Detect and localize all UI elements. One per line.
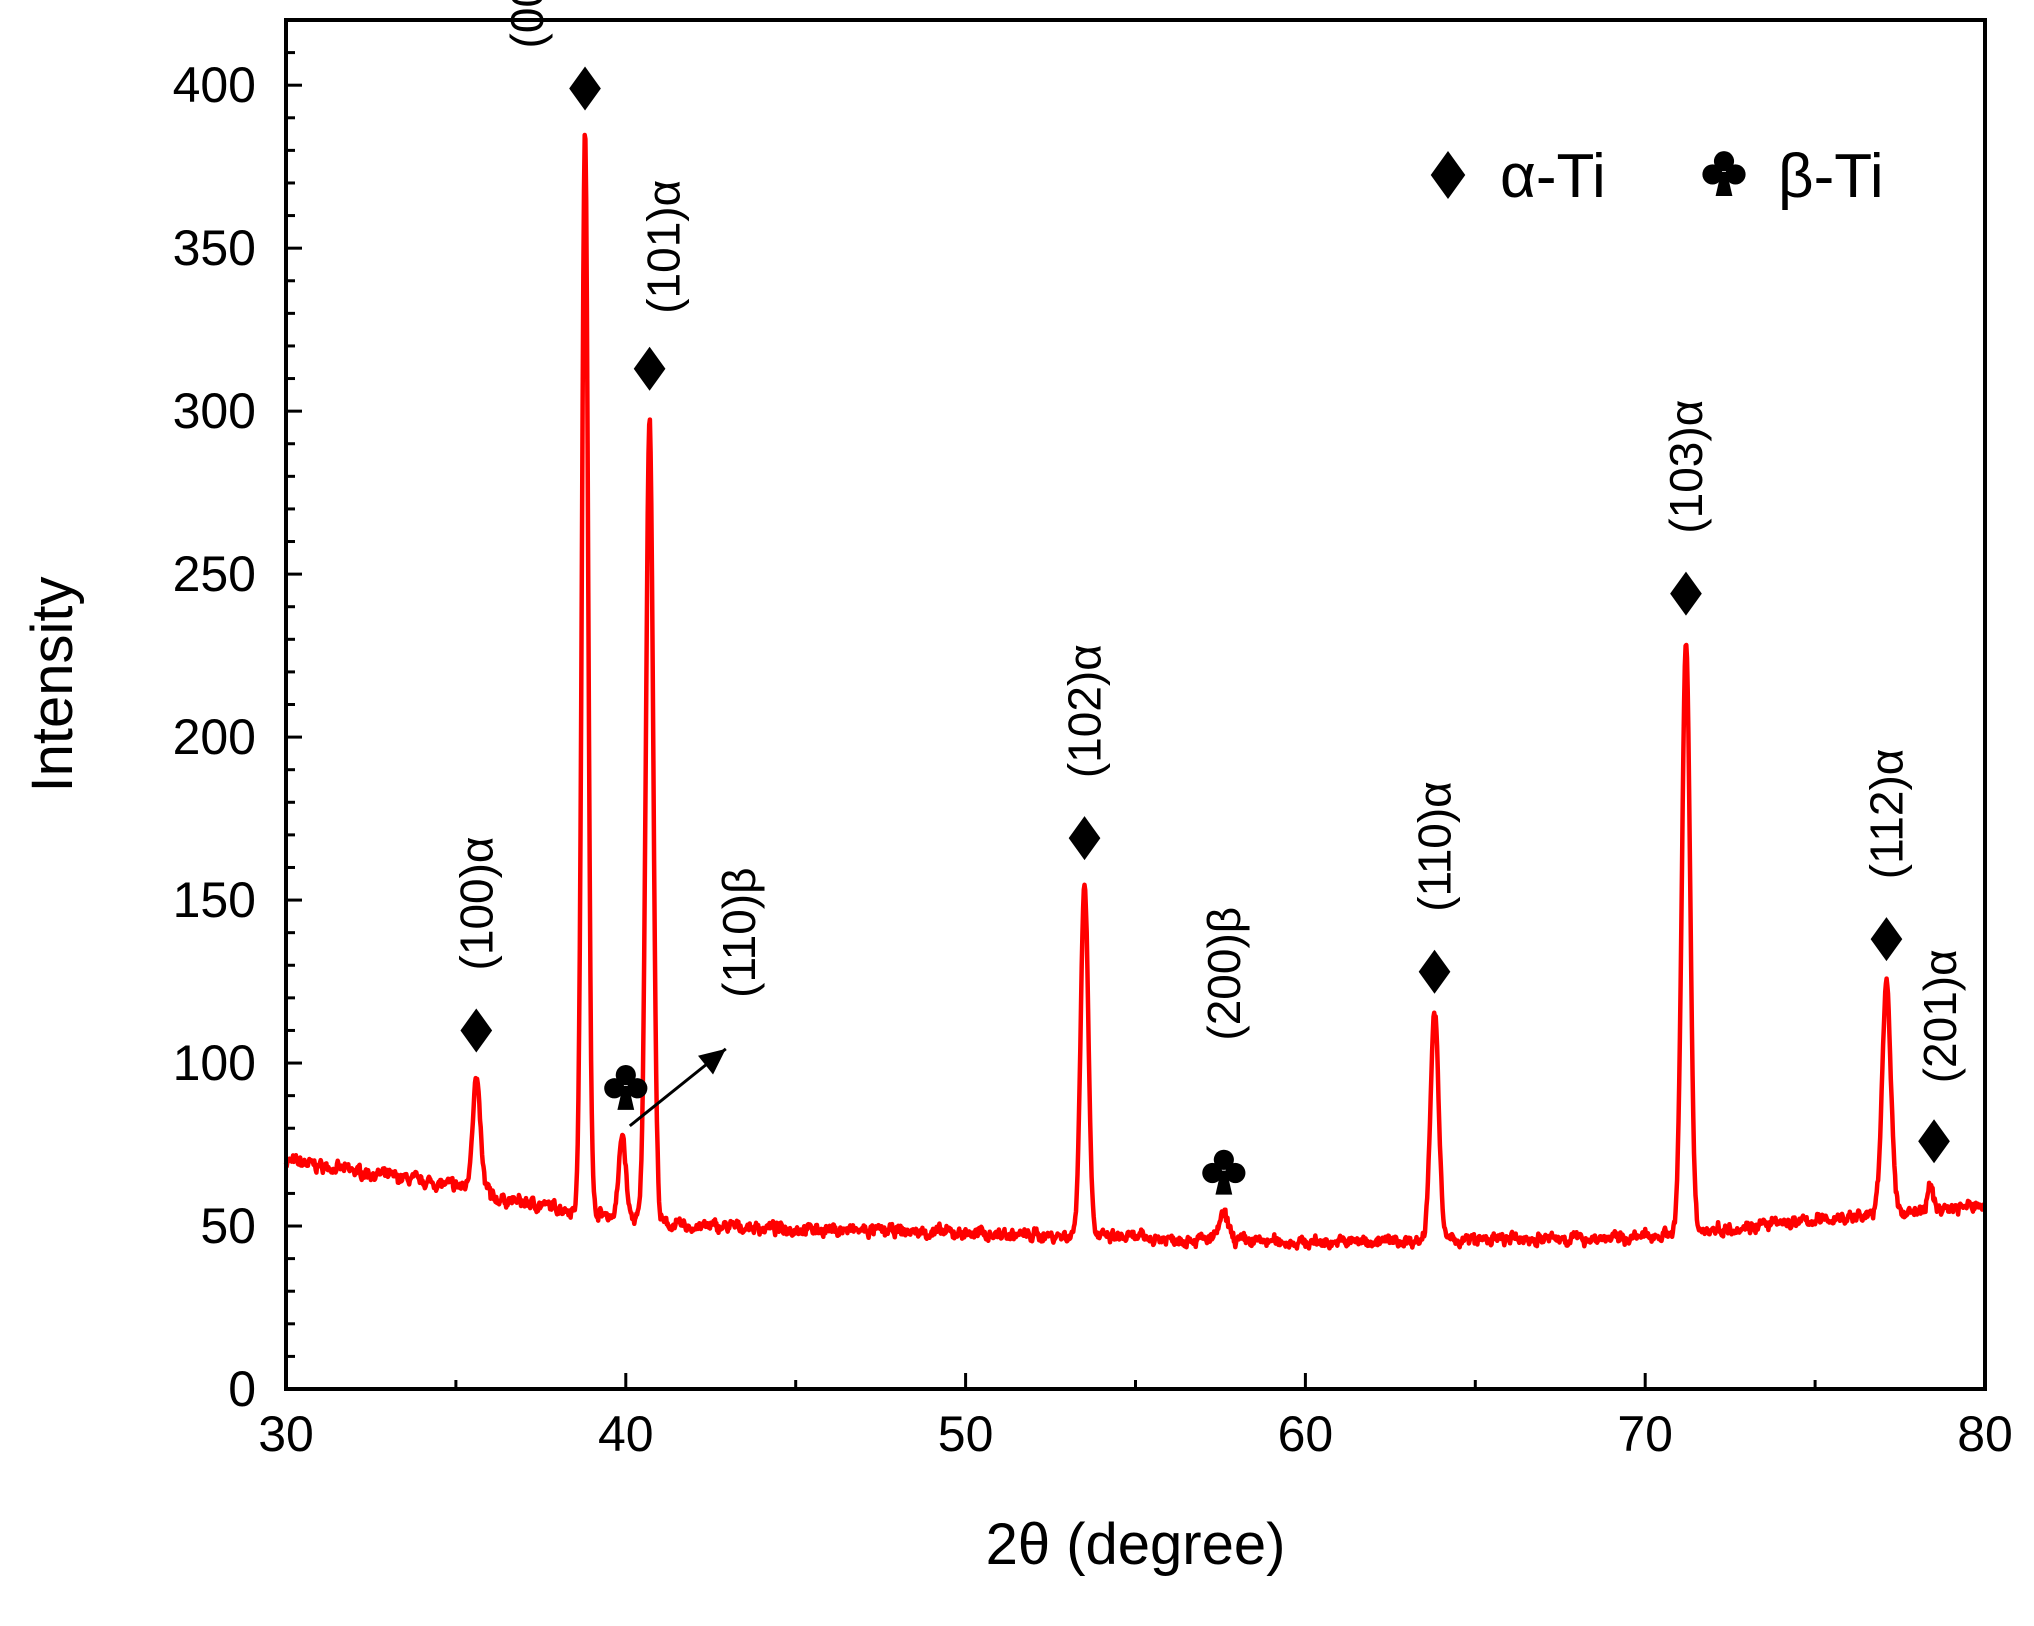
legend-label-alpha: α-Ti	[1500, 142, 1606, 211]
y-tick-label: 300	[173, 383, 256, 439]
diamond-icon	[1430, 151, 1466, 199]
axis-ticks	[284, 18, 1987, 1391]
legend-diamond-icon	[1430, 151, 1466, 199]
y-tick-label: 150	[173, 872, 256, 928]
peak-label: (100)α	[450, 836, 502, 970]
y-tick-label: 250	[173, 546, 256, 602]
diamond-icon	[633, 346, 666, 391]
diamond-icon	[1418, 949, 1451, 994]
legend: α-Ti β-Ti	[1430, 142, 1884, 211]
y-tick-label: 200	[173, 709, 256, 765]
y-tick-label: 0	[228, 1361, 256, 1417]
series-line	[283, 132, 1988, 1251]
plot-frame	[284, 18, 1987, 1391]
x-tick-label: 40	[598, 1406, 654, 1462]
peak-label: (112)α	[1860, 749, 1912, 880]
peak-label: (102)α	[1059, 644, 1111, 778]
peak-annotations: (100)α (002)α (101)α (110)β (102)α (200)β (110…	[450, 0, 1966, 1195]
peak-label: (101)α	[638, 180, 690, 314]
peak-label: (002)α	[501, 0, 553, 48]
peak-label: (110)α	[1409, 781, 1461, 912]
diamond-icon	[1918, 1119, 1950, 1164]
peak-label: (200)β	[1198, 907, 1250, 1041]
x-tick-label: 70	[1617, 1406, 1673, 1462]
series-layer	[283, 132, 1988, 1251]
club-icon	[1702, 151, 1746, 196]
y-tick-label: 400	[173, 57, 256, 113]
y-axis-title: Intensity	[20, 577, 85, 793]
x-tick-label: 50	[938, 1406, 994, 1462]
x-tick-label: 60	[1278, 1406, 1334, 1462]
peak-label: (103)α	[1660, 400, 1712, 534]
axis-tick-labels: 30 40 50 60 70 80 0 50 100 150 200 250 300 350 400	[173, 57, 2013, 1462]
arrow-head-icon	[698, 1048, 726, 1075]
x-axis-title: 2θ (degree)	[986, 1512, 1286, 1577]
y-tick-label: 100	[173, 1035, 256, 1091]
diamond-icon	[1670, 571, 1702, 616]
peak-label: (201)α	[1914, 949, 1966, 1083]
club-icon	[1202, 1149, 1246, 1195]
legend-label-beta: β-Ti	[1778, 142, 1884, 211]
diamond-icon	[1870, 917, 1903, 962]
diamond-icon	[460, 1008, 493, 1053]
x-tick-label: 80	[1957, 1406, 2013, 1462]
legend-club-icon	[1702, 151, 1746, 196]
peak-label: (110)β	[713, 867, 765, 997]
diamond-icon	[1068, 816, 1101, 861]
y-tick-label: 350	[173, 220, 256, 276]
x-tick-label: 30	[258, 1406, 314, 1462]
diamond-icon	[569, 66, 601, 111]
club-icon	[604, 1064, 648, 1110]
y-tick-label: 50	[200, 1198, 256, 1254]
